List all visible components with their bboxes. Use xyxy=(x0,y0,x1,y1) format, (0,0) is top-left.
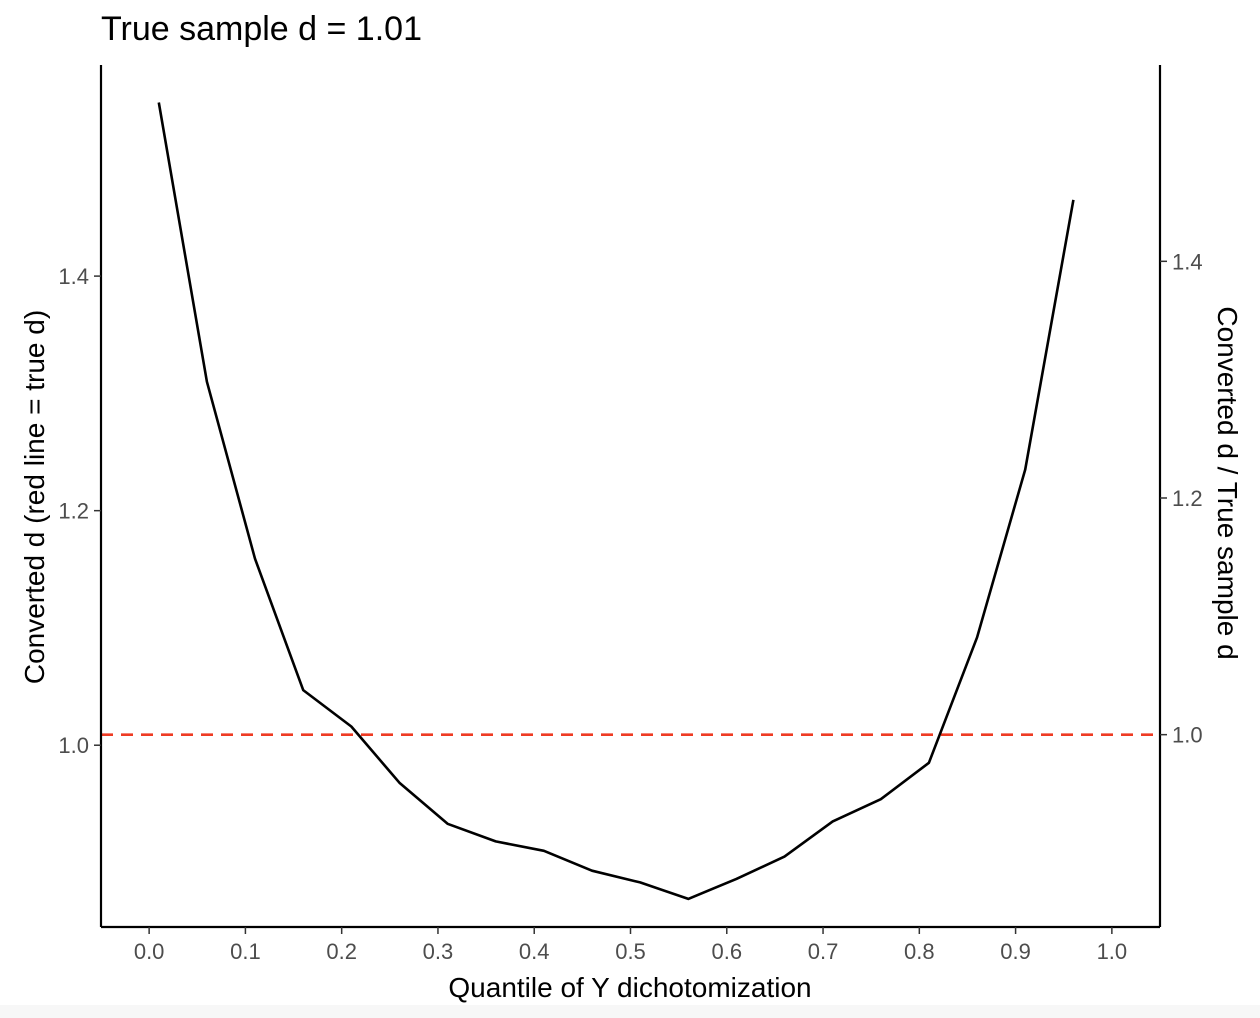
y2-tick-label: 1.4 xyxy=(1172,249,1203,274)
x-tick-label: 0.7 xyxy=(808,939,839,964)
y2-tick-label: 1.0 xyxy=(1172,723,1203,748)
x-tick-label: 0.0 xyxy=(134,939,165,964)
x-tick-label: 0.4 xyxy=(519,939,550,964)
bottom-strip xyxy=(0,1005,1260,1018)
plot-area xyxy=(101,102,1160,901)
axes: 0.0 0.1 0.2 0.3 0.4 0.5 0.6 0.7 0.8 0.9 1.0 1.0 1.2 1… xyxy=(58,65,1203,964)
x-tick-label: 0.8 xyxy=(904,939,935,964)
chart-title: True sample d = 1.01 xyxy=(101,10,422,48)
y-axis-title: Converted d (red line = true d) xyxy=(19,310,50,684)
series-line-0 xyxy=(157,102,1075,901)
x-tick-label: 0.1 xyxy=(230,939,261,964)
x-tick-label: 0.2 xyxy=(326,939,357,964)
y-tick-label: 1.0 xyxy=(58,733,89,758)
y-tick-label: 1.4 xyxy=(58,264,89,289)
y-tick-label: 1.2 xyxy=(58,499,89,524)
x-tick-label: 0.6 xyxy=(711,939,742,964)
x-axis-title: Quantile of Y dichotomization xyxy=(448,972,811,1003)
y2-axis-title: Converted d / True sample d xyxy=(1212,306,1243,659)
x-tick-label: 0.5 xyxy=(615,939,646,964)
y2-tick-label: 1.2 xyxy=(1172,486,1203,511)
x-tick-label: 1.0 xyxy=(1097,939,1128,964)
x-tick-label: 0.9 xyxy=(1000,939,1031,964)
x-tick-label: 0.3 xyxy=(423,939,454,964)
